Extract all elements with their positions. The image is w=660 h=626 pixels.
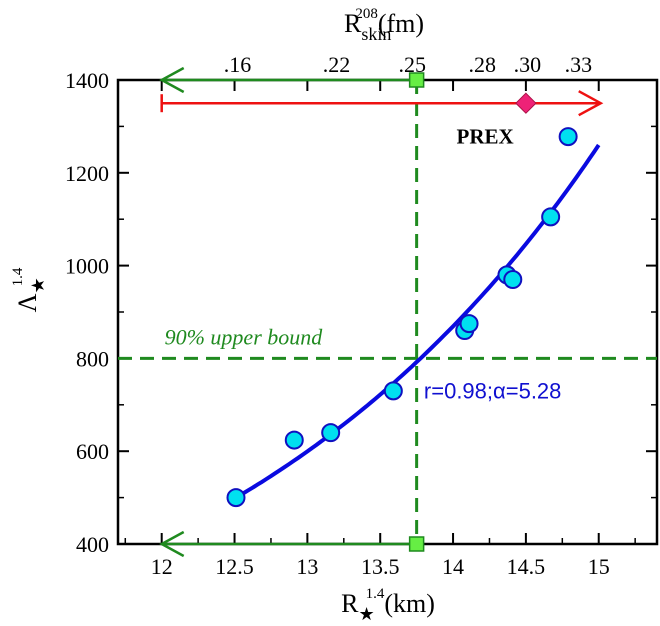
x-tick-label: 13 (296, 554, 318, 579)
points-layer (226, 127, 578, 508)
data-point (503, 270, 523, 290)
fit-label: r=0.98;α=5.28 (424, 378, 562, 403)
y-tick-label: 800 (76, 346, 109, 371)
x-axis-title: R★1.4(km) (341, 586, 435, 624)
ticks-layer: 12 12.5 13 13.5 14 14.5 15 400 600 800 1000 1200 140… (65, 52, 657, 579)
top-axis-title: Rskin208(fm) (344, 6, 424, 44)
fit-curve (233, 143, 601, 501)
guides-layer (118, 66, 657, 558)
x-tick-label: 12.5 (215, 554, 254, 579)
y-tick-label: 1400 (65, 68, 109, 93)
data-point (383, 381, 403, 401)
data-point (321, 423, 341, 443)
upper-bound-label: 90% upper bound (165, 324, 324, 349)
top-arrow-square (408, 72, 425, 88)
top-arrow-head (159, 66, 185, 94)
prex-arrow-head (578, 90, 604, 117)
y-tick-label: 400 (76, 532, 109, 557)
bottom-arrow-square (408, 536, 425, 552)
fit-layer (233, 143, 601, 501)
x-tick-label: 14 (442, 554, 464, 579)
top-tick-label: .30 (514, 52, 542, 77)
x-tick-label: 15 (588, 554, 610, 579)
y-tick-label: 1200 (65, 161, 109, 186)
y-axis-title: Λ★1.4 (10, 267, 48, 312)
plot-frame (116, 78, 659, 546)
prex-label: PREX (457, 125, 514, 149)
data-point (558, 127, 578, 147)
axis-labels-layer: R★1.4(km) Rskin208(fm) Λ★1.4 (10, 6, 435, 624)
data-point (284, 430, 304, 450)
bottom-arrow-head (159, 530, 185, 558)
top-tick-label: .33 (565, 52, 593, 77)
top-tick-label: .16 (224, 52, 252, 77)
axes-layer (116, 78, 659, 546)
y-tick-label: 600 (76, 439, 109, 464)
prex-diamond (515, 92, 537, 114)
data-point (459, 314, 479, 334)
x-tick-label: 12 (151, 554, 173, 579)
annotation-layer: PREX 90% upper bound r=0.98;α=5.28 (160, 90, 604, 403)
x-tick-label: 14.5 (507, 554, 546, 579)
y-tick-label: 1000 (65, 254, 109, 279)
data-point (541, 207, 561, 227)
top-tick-label: .28 (468, 52, 496, 77)
top-tick-label: .22 (323, 52, 351, 77)
x-tick-label: 13.5 (361, 554, 400, 579)
data-point (226, 488, 246, 508)
